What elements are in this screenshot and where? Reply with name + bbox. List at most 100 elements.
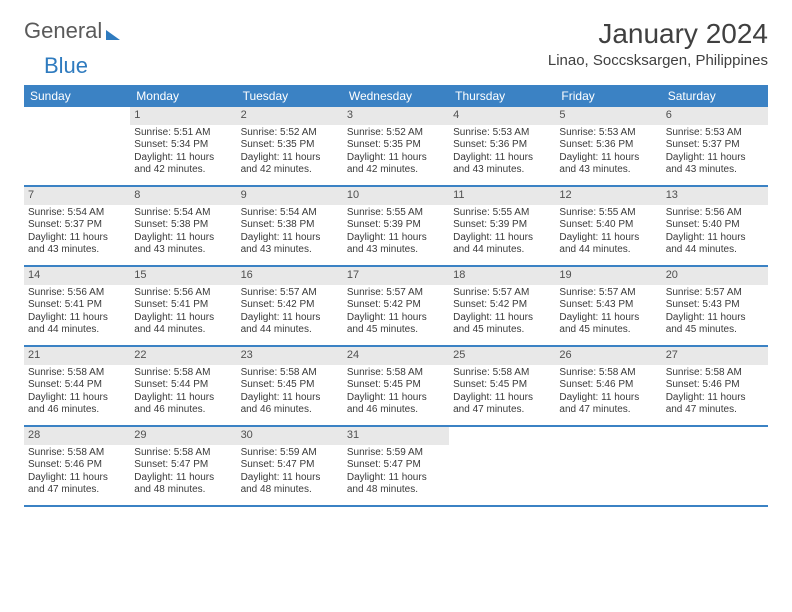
day-body: Sunrise: 5:57 AMSunset: 5:43 PMDaylight:… <box>662 285 768 341</box>
sunset-line: Sunset: 5:42 PM <box>347 299 445 312</box>
day-number: 10 <box>343 187 449 205</box>
day-cell: 10Sunrise: 5:55 AMSunset: 5:39 PMDayligh… <box>343 187 449 265</box>
calendar: SundayMondayTuesdayWednesdayThursdayFrid… <box>24 85 768 507</box>
daylight-line: Daylight: 11 hours and 44 minutes. <box>134 312 232 337</box>
brand-part1: General <box>24 18 102 44</box>
sunset-line: Sunset: 5:44 PM <box>134 379 232 392</box>
day-body: Sunrise: 5:55 AMSunset: 5:40 PMDaylight:… <box>555 205 661 261</box>
sunset-line: Sunset: 5:47 PM <box>347 459 445 472</box>
daylight-line: Daylight: 11 hours and 43 minutes. <box>559 152 657 177</box>
day-number: 22 <box>130 347 236 365</box>
day-body: Sunrise: 5:58 AMSunset: 5:46 PMDaylight:… <box>555 365 661 421</box>
day-number: 30 <box>237 427 343 445</box>
sunrise-line: Sunrise: 5:58 AM <box>453 367 551 380</box>
daylight-line: Daylight: 11 hours and 44 minutes. <box>559 232 657 257</box>
day-cell: 13Sunrise: 5:56 AMSunset: 5:40 PMDayligh… <box>662 187 768 265</box>
sunrise-line: Sunrise: 5:58 AM <box>28 367 126 380</box>
sunrise-line: Sunrise: 5:57 AM <box>347 287 445 300</box>
daylight-line: Daylight: 11 hours and 47 minutes. <box>28 472 126 497</box>
sunset-line: Sunset: 5:42 PM <box>453 299 551 312</box>
sunset-line: Sunset: 5:41 PM <box>28 299 126 312</box>
day-cell <box>449 427 555 505</box>
sunset-line: Sunset: 5:39 PM <box>453 219 551 232</box>
weekday-header: Sunday <box>24 85 130 107</box>
day-cell: 16Sunrise: 5:57 AMSunset: 5:42 PMDayligh… <box>237 267 343 345</box>
sunset-line: Sunset: 5:35 PM <box>241 139 339 152</box>
sunset-line: Sunset: 5:41 PM <box>134 299 232 312</box>
day-number: 6 <box>662 107 768 125</box>
sunset-line: Sunset: 5:40 PM <box>666 219 764 232</box>
day-cell: 29Sunrise: 5:58 AMSunset: 5:47 PMDayligh… <box>130 427 236 505</box>
day-cell: 4Sunrise: 5:53 AMSunset: 5:36 PMDaylight… <box>449 107 555 185</box>
daylight-line: Daylight: 11 hours and 42 minutes. <box>134 152 232 177</box>
sunrise-line: Sunrise: 5:57 AM <box>241 287 339 300</box>
day-body: Sunrise: 5:51 AMSunset: 5:34 PMDaylight:… <box>130 125 236 181</box>
daylight-line: Daylight: 11 hours and 43 minutes. <box>134 232 232 257</box>
daylight-line: Daylight: 11 hours and 43 minutes. <box>347 232 445 257</box>
sunset-line: Sunset: 5:34 PM <box>134 139 232 152</box>
day-body: Sunrise: 5:58 AMSunset: 5:44 PMDaylight:… <box>24 365 130 421</box>
daylight-line: Daylight: 11 hours and 44 minutes. <box>28 312 126 337</box>
day-number: 17 <box>343 267 449 285</box>
day-number: 26 <box>555 347 661 365</box>
day-number: 23 <box>237 347 343 365</box>
day-body: Sunrise: 5:57 AMSunset: 5:43 PMDaylight:… <box>555 285 661 341</box>
daylight-line: Daylight: 11 hours and 43 minutes. <box>453 152 551 177</box>
day-number: 11 <box>449 187 555 205</box>
sunset-line: Sunset: 5:46 PM <box>559 379 657 392</box>
day-body: Sunrise: 5:58 AMSunset: 5:45 PMDaylight:… <box>449 365 555 421</box>
day-body: Sunrise: 5:53 AMSunset: 5:36 PMDaylight:… <box>555 125 661 181</box>
week-row: 21Sunrise: 5:58 AMSunset: 5:44 PMDayligh… <box>24 347 768 427</box>
month-title: January 2024 <box>548 18 768 50</box>
day-cell: 9Sunrise: 5:54 AMSunset: 5:38 PMDaylight… <box>237 187 343 265</box>
sunset-line: Sunset: 5:42 PM <box>241 299 339 312</box>
sunset-line: Sunset: 5:43 PM <box>666 299 764 312</box>
daylight-line: Daylight: 11 hours and 46 minutes. <box>28 392 126 417</box>
day-number: 2 <box>237 107 343 125</box>
location-text: Linao, Soccsksargen, Philippines <box>548 52 768 69</box>
day-cell: 3Sunrise: 5:52 AMSunset: 5:35 PMDaylight… <box>343 107 449 185</box>
sunrise-line: Sunrise: 5:53 AM <box>453 127 551 140</box>
sunrise-line: Sunrise: 5:58 AM <box>666 367 764 380</box>
sunrise-line: Sunrise: 5:59 AM <box>241 447 339 460</box>
brand-triangle-icon <box>106 30 120 40</box>
sunset-line: Sunset: 5:39 PM <box>347 219 445 232</box>
sunset-line: Sunset: 5:40 PM <box>559 219 657 232</box>
day-number: 14 <box>24 267 130 285</box>
daylight-line: Daylight: 11 hours and 46 minutes. <box>347 392 445 417</box>
daylight-line: Daylight: 11 hours and 46 minutes. <box>134 392 232 417</box>
day-number: 20 <box>662 267 768 285</box>
day-cell: 20Sunrise: 5:57 AMSunset: 5:43 PMDayligh… <box>662 267 768 345</box>
day-cell: 18Sunrise: 5:57 AMSunset: 5:42 PMDayligh… <box>449 267 555 345</box>
day-cell: 14Sunrise: 5:56 AMSunset: 5:41 PMDayligh… <box>24 267 130 345</box>
sunrise-line: Sunrise: 5:54 AM <box>134 207 232 220</box>
day-body: Sunrise: 5:52 AMSunset: 5:35 PMDaylight:… <box>343 125 449 181</box>
sunset-line: Sunset: 5:44 PM <box>28 379 126 392</box>
day-cell: 17Sunrise: 5:57 AMSunset: 5:42 PMDayligh… <box>343 267 449 345</box>
sunset-line: Sunset: 5:37 PM <box>666 139 764 152</box>
weekday-header: Wednesday <box>343 85 449 107</box>
daylight-line: Daylight: 11 hours and 44 minutes. <box>241 312 339 337</box>
daylight-line: Daylight: 11 hours and 43 minutes. <box>28 232 126 257</box>
calendar-grid: 1Sunrise: 5:51 AMSunset: 5:34 PMDaylight… <box>24 107 768 507</box>
day-body: Sunrise: 5:55 AMSunset: 5:39 PMDaylight:… <box>343 205 449 261</box>
daylight-line: Daylight: 11 hours and 45 minutes. <box>453 312 551 337</box>
weekday-header-row: SundayMondayTuesdayWednesdayThursdayFrid… <box>24 85 768 107</box>
day-cell: 11Sunrise: 5:55 AMSunset: 5:39 PMDayligh… <box>449 187 555 265</box>
sunrise-line: Sunrise: 5:56 AM <box>134 287 232 300</box>
day-number: 4 <box>449 107 555 125</box>
day-number: 12 <box>555 187 661 205</box>
sunrise-line: Sunrise: 5:51 AM <box>134 127 232 140</box>
day-body: Sunrise: 5:58 AMSunset: 5:44 PMDaylight:… <box>130 365 236 421</box>
day-number: 1 <box>130 107 236 125</box>
daylight-line: Daylight: 11 hours and 47 minutes. <box>559 392 657 417</box>
sunset-line: Sunset: 5:35 PM <box>347 139 445 152</box>
day-number: 5 <box>555 107 661 125</box>
day-number: 13 <box>662 187 768 205</box>
day-body: Sunrise: 5:55 AMSunset: 5:39 PMDaylight:… <box>449 205 555 261</box>
day-cell <box>555 427 661 505</box>
weekday-header: Monday <box>130 85 236 107</box>
day-number: 28 <box>24 427 130 445</box>
week-row: 28Sunrise: 5:58 AMSunset: 5:46 PMDayligh… <box>24 427 768 507</box>
sunrise-line: Sunrise: 5:59 AM <box>347 447 445 460</box>
